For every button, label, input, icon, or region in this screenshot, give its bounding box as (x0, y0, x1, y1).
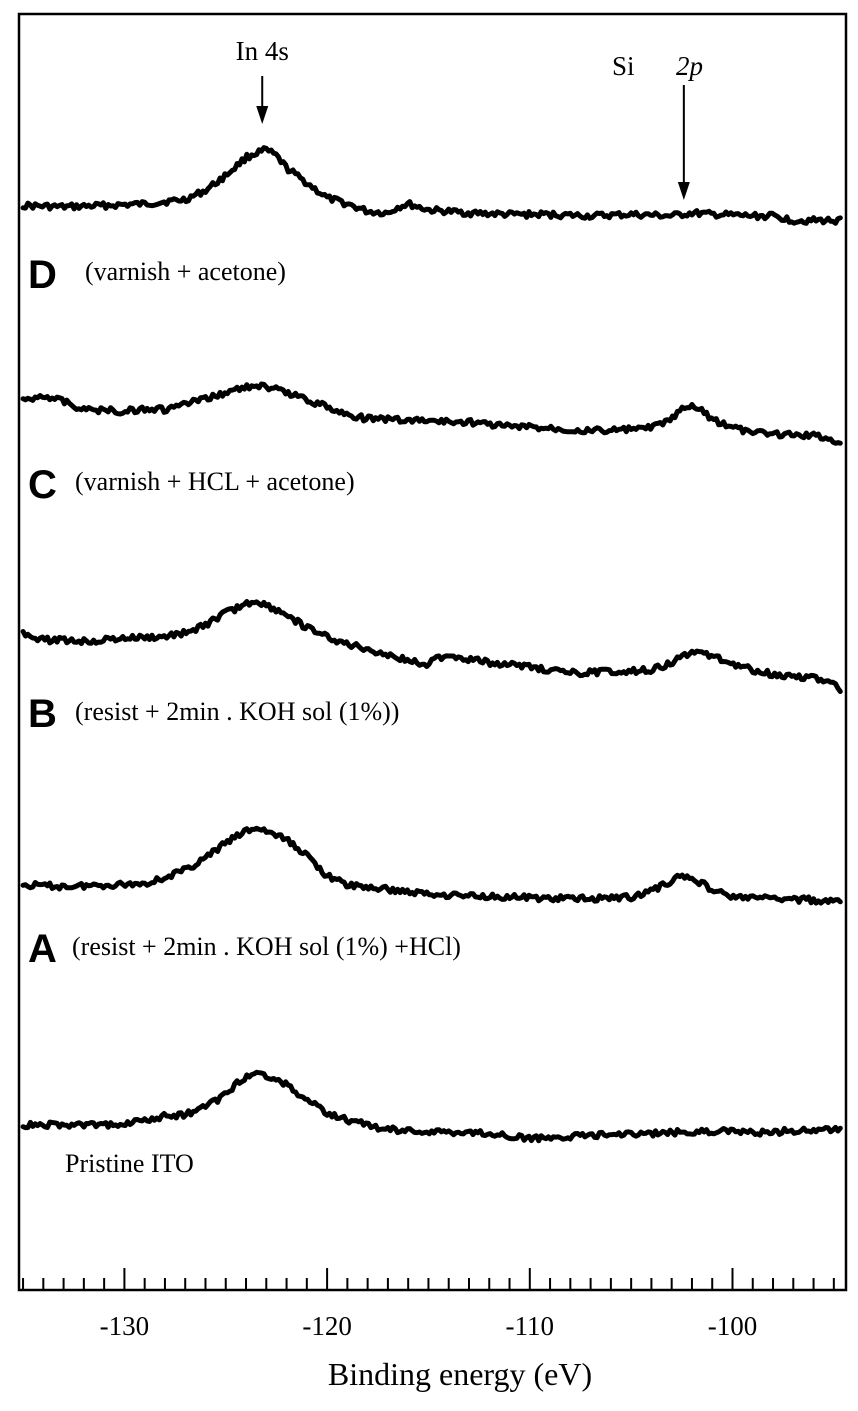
tick-label: -120 (302, 1311, 352, 1341)
x-axis-title: Binding energy (eV) (328, 1356, 592, 1392)
spectrum-trace-a (20, 825, 843, 906)
spectrum-trace-b (20, 599, 843, 694)
series-name: (varnish + acetone) (85, 257, 286, 286)
plot-frame (17, 12, 848, 1292)
si-2p-label: Si (612, 51, 635, 81)
series-labels: D (varnish + acetone) C (varnish + HCL + ac… (28, 253, 461, 1178)
series-name: (resist + 2min . KOH sol (1%) +HCl) (72, 932, 461, 961)
series-letter: D (28, 253, 57, 297)
x-axis-tick-labels: -130 -120 -110 -100 (100, 1311, 758, 1341)
series-name: Pristine ITO (65, 1149, 194, 1178)
spectrum-trace-pristine (20, 1069, 843, 1144)
si-2p-orbital-label: 2p (676, 51, 703, 81)
in-4s-label: In 4s (236, 36, 289, 66)
series-letter: C (28, 463, 57, 507)
series-name: (varnish + HCL + acetone) (75, 467, 355, 496)
series-letter: B (28, 692, 57, 736)
x-axis-ticks (22, 1268, 835, 1290)
peak-annotations: In 4s Si 2p (236, 36, 703, 200)
spectrum-trace-c (20, 381, 843, 446)
si-2p-arrow-head (677, 182, 690, 200)
spectrum-trace-d (20, 145, 843, 226)
tick-label: -130 (100, 1311, 150, 1341)
spectrum-traces (20, 145, 843, 1144)
tick-label: -100 (708, 1311, 758, 1341)
series-letter: A (28, 927, 57, 971)
in-4s-arrow-head (256, 106, 269, 124)
tick-label: -110 (506, 1311, 555, 1341)
series-name: (resist + 2min . KOH sol (1%)) (75, 697, 399, 726)
